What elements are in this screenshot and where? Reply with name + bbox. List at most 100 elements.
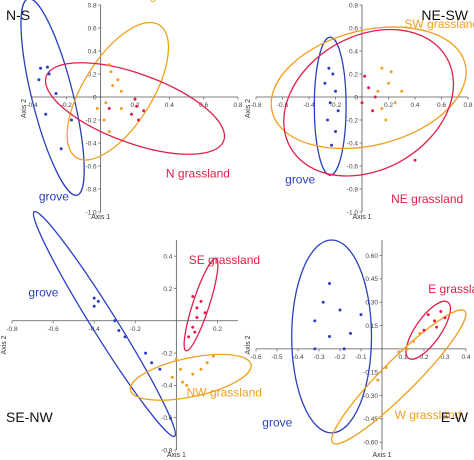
ellipse-w-grassland — [331, 309, 467, 445]
group-label-se-grassland: SE grassland — [189, 253, 260, 267]
x-tick-label: 0.3 — [440, 354, 449, 361]
point-w-grassland — [412, 339, 415, 343]
y-tick-label: 0.6 — [349, 25, 358, 32]
point-grove — [123, 335, 127, 339]
point-grove — [117, 328, 121, 332]
y-tick-label: -0.8 — [347, 186, 359, 193]
point-grove — [326, 118, 330, 122]
x-tick-label: -0.5 — [271, 354, 283, 361]
y-axis-title: Axis 2 — [245, 335, 252, 354]
point-grove — [327, 66, 331, 70]
point-w-grassland — [376, 378, 380, 382]
group-label-sw-grassland: SW grassland — [404, 17, 474, 31]
point-s-grassland — [116, 78, 120, 82]
x-tick-label: 0.4 — [165, 102, 174, 109]
point-grove — [69, 118, 73, 122]
point-sw-grassland — [380, 107, 384, 110]
y-tick-label: -0.4 — [85, 140, 97, 147]
panel-title: N-S — [6, 7, 30, 23]
y-tick-label: 0.60 — [365, 253, 378, 260]
x-tick-label: -0.2 — [334, 354, 346, 361]
group-label-n-grassland: N grassland — [166, 167, 230, 181]
point-sw-grassland — [387, 81, 390, 85]
point-se-grassland — [191, 325, 195, 329]
point-ne-grassland — [371, 109, 375, 113]
point-nw-grassland — [211, 354, 215, 358]
point-w-grassland — [418, 331, 422, 335]
point-grove — [54, 92, 58, 96]
point-se-grassland — [187, 335, 191, 339]
point-s-grassland — [102, 118, 106, 122]
point-e-grassland — [439, 310, 443, 314]
panel-0: -0.4 -0.2 0.2 0.4 0.6 0.8 0.8 0.6 0.4 0.2 0 -0.2 -0.… — [6, 0, 243, 221]
y-tick-label: 0.2 — [88, 71, 97, 78]
point-ne-grassland — [373, 95, 377, 99]
point-e-grassland — [422, 328, 426, 332]
ellipse-n-grassland — [44, 62, 226, 155]
point-grove — [44, 112, 48, 116]
y-tick-label: 0.2 — [349, 71, 358, 78]
point-grove — [336, 109, 340, 113]
x-tick-label: -0.3 — [313, 354, 325, 361]
point-grove — [59, 147, 63, 151]
ellipse-se-grassland — [183, 257, 219, 352]
group-label-grove: grove — [285, 172, 315, 186]
y-tick-label: -0.15 — [363, 370, 378, 377]
ellipse-e-grassland — [405, 300, 452, 360]
point-sw-grassland — [400, 89, 404, 93]
point-sw-grassland — [389, 70, 393, 74]
point-ne-grassland — [363, 74, 367, 78]
point-grove — [47, 72, 51, 76]
point-s-grassland — [107, 130, 111, 133]
ellipse-grove — [291, 239, 373, 434]
point-nw-grassland — [185, 383, 189, 387]
y-tick-label: -1.0 — [347, 209, 359, 216]
x-tick-label: 0.1 — [398, 354, 407, 361]
x-axis-title: Axis 1 — [372, 452, 391, 459]
point-se-grassland — [195, 306, 199, 310]
y-tick-label: 0.4 — [349, 48, 358, 55]
point-ne-grassland — [360, 101, 364, 105]
point-w-grassland — [397, 350, 401, 354]
point-n-grassland — [136, 118, 140, 122]
y-tick-label: -0.4 — [347, 140, 359, 147]
y-tick-label: -0.6 — [161, 415, 173, 422]
x-tick-label: 0.2 — [419, 354, 428, 361]
point-grove — [342, 347, 346, 351]
y-tick-label: 0.2 — [163, 286, 172, 293]
point-nw-grassland — [170, 375, 174, 379]
point-e-grassland — [443, 316, 447, 320]
x-tick-label: 0.2 — [213, 326, 222, 333]
x-axis-title: Axis 1 — [167, 452, 186, 459]
point-w-grassland — [405, 347, 409, 351]
point-grove — [39, 66, 43, 70]
point-grove — [45, 65, 49, 69]
point-nw-grassland — [181, 380, 185, 384]
point-grove — [144, 351, 148, 355]
x-axis-title: Axis 1 — [91, 214, 110, 221]
point-sw-grassland — [376, 89, 380, 93]
y-tick-label: -0.6 — [347, 163, 359, 170]
x-tick-label: -0.2 — [330, 102, 342, 109]
point-grove — [96, 299, 100, 303]
point-grove — [334, 89, 337, 93]
x-tick-label: -0.6 — [250, 354, 262, 361]
point-grove — [92, 304, 96, 308]
ellipse-grove — [32, 210, 177, 438]
point-grove — [323, 81, 327, 85]
x-tick-label: 0.6 — [199, 102, 208, 109]
group-label-ne-grassland: NE grassland — [391, 192, 463, 206]
point-ne-grassland — [367, 86, 371, 90]
y-tick-label: -1.0 — [85, 209, 97, 216]
point-s-grassland — [119, 107, 123, 110]
point-s-grassland — [111, 84, 115, 87]
point-se-grassland — [203, 311, 207, 315]
x-tick-label: -0.8 — [250, 102, 262, 109]
x-tick-label: -0.6 — [277, 102, 289, 109]
x-tick-label: 0.4 — [410, 102, 419, 109]
y-tick-label: -0.45 — [363, 416, 378, 423]
point-nw-grassland — [199, 367, 203, 371]
x-tick-label: -0.4 — [303, 102, 315, 109]
y-tick-label: 0.30 — [365, 300, 378, 307]
